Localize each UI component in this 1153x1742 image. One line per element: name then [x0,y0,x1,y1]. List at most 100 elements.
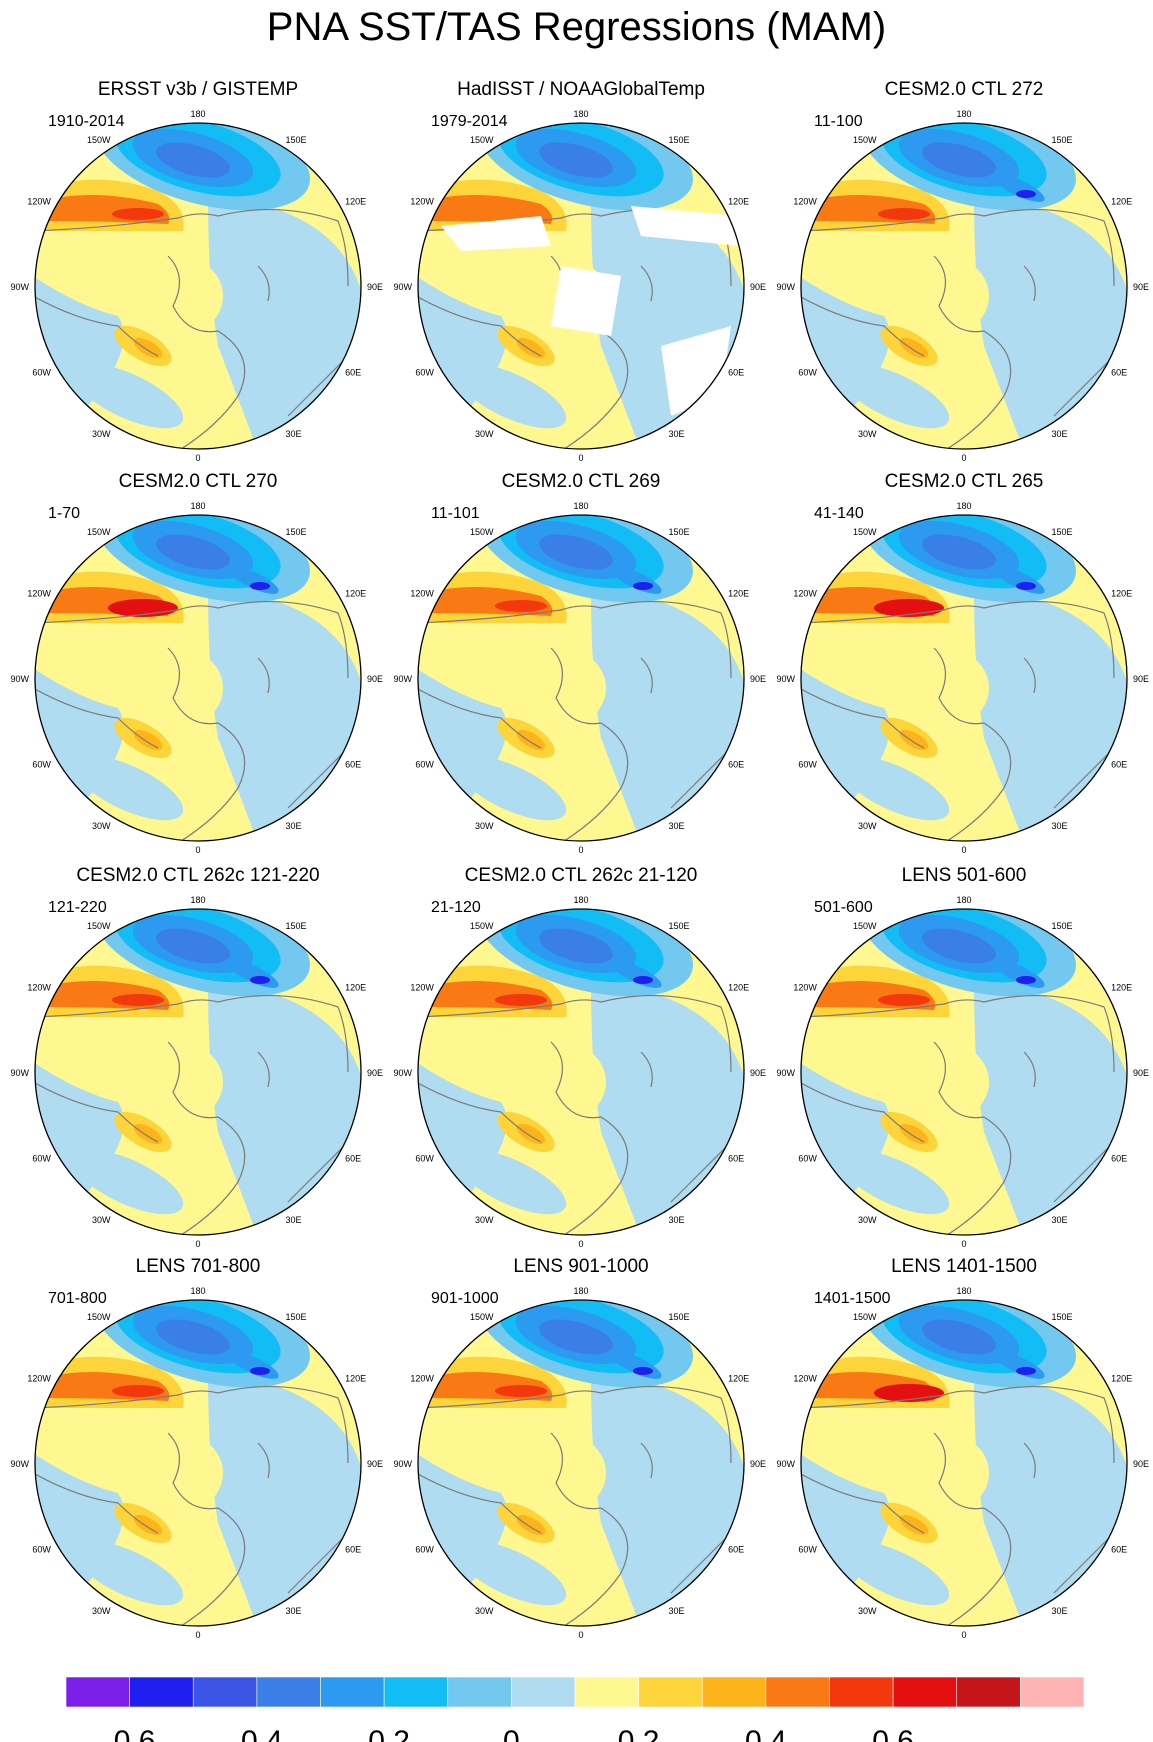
longitude-label-mid-upper-left: 120W [410,589,434,599]
panel-period: 21-120 [431,899,481,916]
longitude-label-right: 90E [1133,1459,1149,1469]
map-panel: 180 0 90W 90E 150W 150E 120W 120E 60W 60E 30W 30E LE… [774,1255,1153,1655]
longitude-label-lower-left: 30W [475,1606,494,1616]
polar-map: 180 0 90W 90E 150W 150E 120W 120E 60W 60E 30W 30E [10,895,383,1249]
longitude-label-bottom: 0 [195,453,200,463]
longitude-label-top: 180 [956,501,971,511]
longitude-label-mid-lower-right: 60E [728,368,744,378]
longitude-label-right: 90E [1133,1068,1149,1078]
longitude-label-left: 90W [776,674,795,684]
longitude-label-left: 90W [393,674,412,684]
longitude-label-mid-lower-left: 60W [32,1545,51,1555]
longitude-label-lower-left: 30W [475,821,494,831]
longitude-label-upper-right: 150E [669,135,690,145]
longitude-label-lower-right: 30E [286,1215,302,1225]
longitude-label-mid-lower-right: 60E [728,1545,744,1555]
longitude-label-lower-right: 30E [669,429,685,439]
longitude-label-upper-left: 150W [87,135,111,145]
longitude-label-right: 90E [367,674,383,684]
longitude-label-lower-left: 30W [92,821,111,831]
longitude-label-upper-right: 150E [286,135,307,145]
longitude-label-mid-upper-right: 120E [1111,589,1132,599]
panel-period: 1910-2014 [48,113,125,130]
longitude-label-upper-left: 150W [87,1312,111,1322]
longitude-label-upper-right: 150E [1052,1312,1073,1322]
map-field [801,515,1127,841]
longitude-label-left: 90W [776,1459,795,1469]
panel-title: CESM2.0 CTL 272 [884,79,1044,100]
longitude-label-bottom: 0 [578,1239,583,1249]
map-field [35,1300,361,1626]
longitude-label-mid-upper-left: 120W [410,983,434,993]
map-field [35,909,361,1235]
panel-period: 11-101 [431,505,480,522]
longitude-label-mid-lower-right: 60E [1111,1154,1127,1164]
longitude-label-top: 180 [190,501,205,511]
longitude-label-top: 180 [956,109,971,119]
longitude-label-upper-left: 150W [853,1312,877,1322]
longitude-label-lower-right: 30E [286,429,302,439]
longitude-label-top: 180 [573,109,588,119]
colorbar-swatch [1020,1676,1085,1708]
polar-map: 180 0 90W 90E 150W 150E 120W 120E 60W 60E 30W 30E [393,501,766,855]
map-panel: 180 0 90W 90E 150W 150E 120W 120E 60W 60E 30W 30E CE… [8,864,388,1264]
longitude-label-mid-lower-left: 60W [32,760,51,770]
longitude-label-mid-upper-right: 120E [1111,197,1132,207]
longitude-label-mid-lower-right: 60E [345,1154,361,1164]
longitude-label-mid-upper-left: 120W [27,589,51,599]
colorbar-swatch [701,1676,767,1708]
longitude-label-right: 90E [367,1459,383,1469]
longitude-label-lower-left: 30W [858,1215,877,1225]
longitude-label-lower-right: 30E [669,821,685,831]
longitude-label-mid-upper-right: 120E [728,589,749,599]
longitude-label-mid-upper-right: 120E [728,197,749,207]
map-panel: 180 0 90W 90E 150W 150E 120W 120E 60W 60E 30W 30E CE… [774,470,1153,870]
longitude-label-upper-left: 150W [470,527,494,537]
colorbar-swatch [511,1676,576,1708]
longitude-label-mid-lower-left: 60W [798,1545,817,1555]
colorbar-tick-label: 0.6 [872,1725,914,1742]
longitude-label-top: 180 [956,1286,971,1296]
panel-period: 1401-1500 [814,1290,891,1307]
colorbar-tick-label: -0.4 [231,1725,283,1742]
longitude-label-upper-right: 150E [286,527,307,537]
longitude-label-upper-right: 150E [286,921,307,931]
longitude-label-mid-upper-left: 120W [793,983,817,993]
map-panel: 180 0 90W 90E 150W 150E 120W 120E 60W 60E 30W 30E CE… [774,78,1153,478]
panel-period: 121-220 [48,899,107,916]
colorbar-swatch [956,1676,1021,1708]
longitude-label-mid-lower-left: 60W [798,1154,817,1164]
longitude-label-mid-upper-left: 120W [793,589,817,599]
colorbar-tick-label: -0.2 [358,1725,410,1742]
longitude-label-top: 180 [573,895,588,905]
polar-map: 180 0 90W 90E 150W 150E 120W 120E 60W 60E 30W 30E [10,501,383,855]
colorbar-tick-label: 0.2 [618,1725,660,1742]
longitude-label-mid-lower-right: 60E [1111,1545,1127,1555]
polar-map: 180 0 90W 90E 150W 150E 120W 120E 60W 60E 30W 30E [393,1286,766,1640]
colorbar-tick-label: 0.4 [745,1725,787,1742]
longitude-label-mid-upper-right: 120E [345,589,366,599]
longitude-label-left: 90W [776,282,795,292]
longitude-label-lower-left: 30W [858,1606,877,1616]
longitude-label-mid-lower-left: 60W [798,760,817,770]
longitude-label-upper-left: 150W [87,921,111,931]
longitude-label-left: 90W [393,1459,412,1469]
longitude-label-top: 180 [956,895,971,905]
longitude-label-top: 180 [190,895,205,905]
longitude-label-mid-lower-left: 60W [415,368,434,378]
longitude-label-upper-right: 150E [1052,527,1073,537]
longitude-label-lower-right: 30E [286,821,302,831]
longitude-label-mid-lower-right: 60E [1111,760,1127,770]
map-panel: 180 0 90W 90E 150W 150E 120W 120E 60W 60E 30W 30E CE… [391,470,771,870]
longitude-label-lower-right: 30E [1052,821,1068,831]
longitude-label-upper-right: 150E [1052,921,1073,931]
panel-period: 1979-2014 [431,113,508,130]
longitude-label-upper-right: 150E [669,921,690,931]
longitude-label-left: 90W [10,674,29,684]
longitude-label-upper-right: 150E [669,1312,690,1322]
longitude-label-lower-left: 30W [858,821,877,831]
colorbar-swatch [65,1676,130,1708]
map-panel: 180 0 90W 90E 150W 150E 120W 120E 60W 60E 30W 30E LE… [391,1255,771,1655]
colorbar-swatch [192,1676,258,1708]
longitude-label-upper-left: 150W [853,527,877,537]
